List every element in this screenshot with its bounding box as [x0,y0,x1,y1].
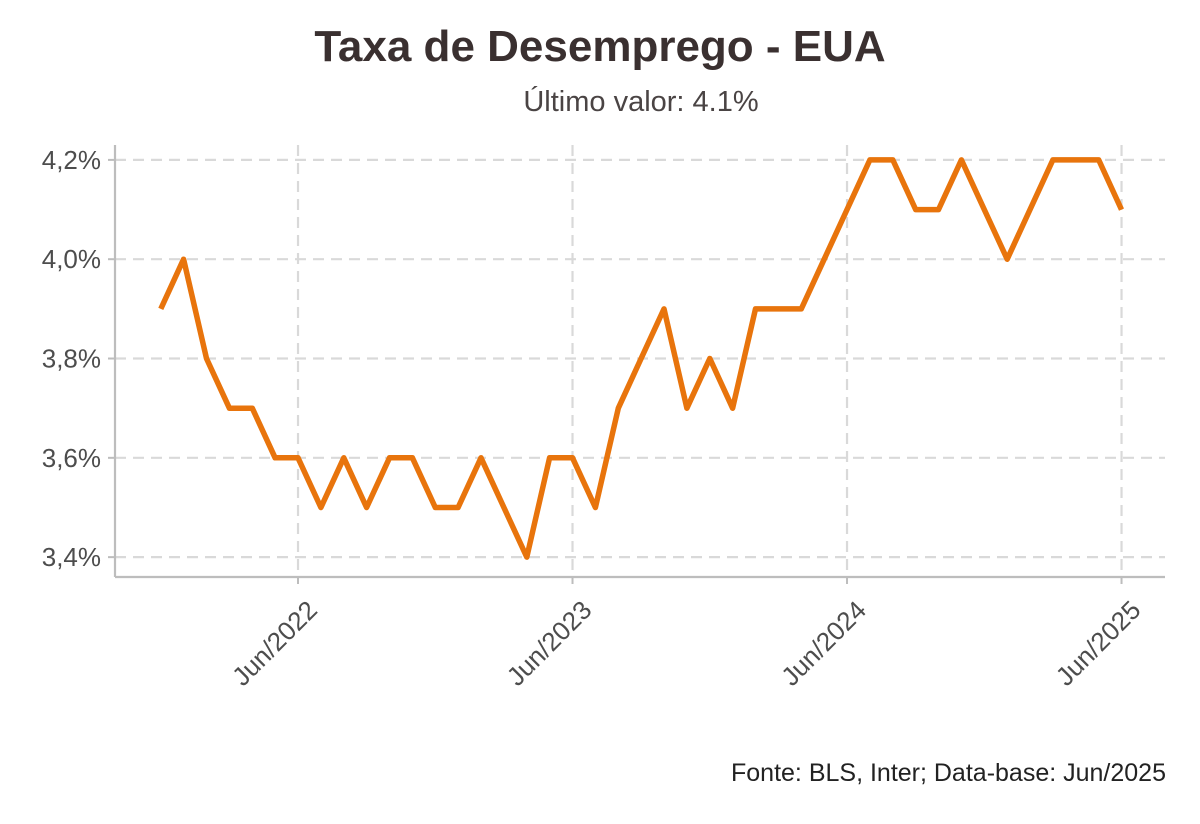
series-layer [158,157,1124,560]
chart-title: Taxa de Desemprego - EUA [314,22,886,71]
y-tick-label: 4,0% [42,244,101,274]
chart-subtitle: Último valor: 4.1% [523,86,759,118]
x-tick-label: Jun/2024 [775,595,872,692]
tick-labels: 3,4% 3,6% 3,8% 4,0% 4,2% Jun/2022 Jun/2023 Jun/… [42,145,1147,692]
source-caption: Fonte: BLS, Inter; Data-base: Jun/2025 [731,759,1166,787]
axes [108,145,1165,584]
y-tick-label: 3,6% [42,443,101,473]
grid-lines [115,145,1165,577]
x-tick-label: Jun/2022 [226,595,323,692]
y-tick-label: 4,2% [42,145,101,175]
x-tick-label: Jun/2023 [501,595,598,692]
y-tick-label: 3,8% [42,344,101,374]
x-tick-label: Jun/2025 [1050,595,1147,692]
y-tick-label: 3,4% [42,542,101,572]
